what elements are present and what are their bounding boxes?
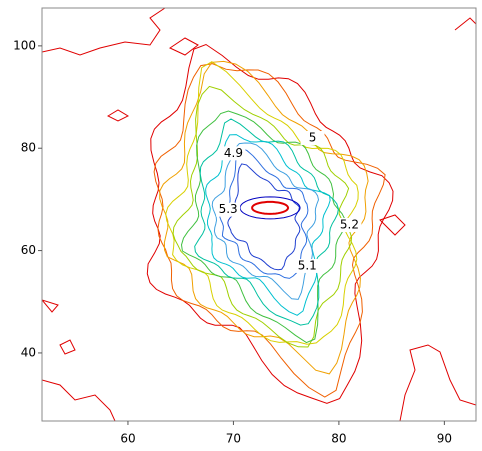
contour-line	[227, 163, 301, 271]
contour-line	[146, 43, 394, 404]
contour-label-bg	[300, 130, 325, 145]
x-tick-label: 80	[331, 432, 346, 446]
y-tick-label: 80	[21, 141, 36, 155]
y-tick-label: 40	[21, 345, 36, 359]
noise-contour	[454, 17, 476, 31]
contour-label: 4.9	[224, 146, 243, 160]
y-tick-label: 100	[13, 38, 36, 52]
contour-line	[159, 60, 369, 375]
plot-frame	[41, 7, 477, 422]
contour-line	[219, 147, 309, 279]
noise-contour	[42, 299, 59, 313]
contour-line	[211, 142, 320, 300]
contour-label-bg	[221, 146, 246, 161]
contour-line	[239, 196, 301, 220]
contour-label: 5.2	[340, 217, 359, 231]
contour-label-bg	[295, 258, 320, 273]
noise-contour	[168, 37, 199, 56]
noise-contour	[399, 344, 476, 421]
noise-contour	[379, 214, 406, 236]
contour-label: 5	[309, 130, 317, 144]
noise-contours	[42, 8, 476, 421]
contour-label-bg	[337, 217, 362, 232]
x-tick-label: 60	[120, 432, 135, 446]
contours	[146, 43, 394, 404]
noise-contour	[42, 379, 116, 421]
x-tick-label: 90	[437, 432, 452, 446]
x-tick-label: 70	[226, 432, 241, 446]
contour-line	[251, 200, 290, 215]
noise-contour	[59, 339, 76, 355]
contour-label: 5.1	[298, 258, 317, 272]
noise-contour	[42, 8, 166, 56]
contour-line	[180, 110, 346, 344]
noise-contour	[106, 109, 130, 122]
y-tick-label: 60	[21, 243, 36, 257]
contour-line	[165, 61, 359, 345]
contour-line	[172, 85, 353, 348]
contour-label-bg	[216, 202, 241, 217]
contour-label: 5.3	[219, 202, 238, 216]
